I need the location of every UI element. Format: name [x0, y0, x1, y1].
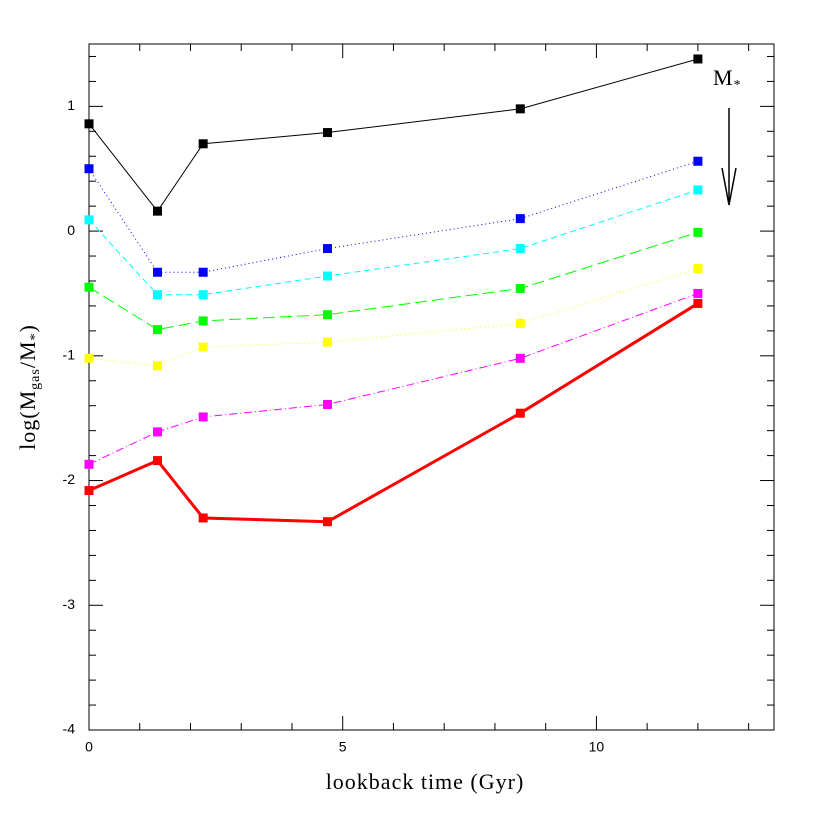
marker: [693, 298, 703, 308]
marker: [693, 288, 703, 298]
y-tick-label: -4: [63, 721, 76, 737]
x-tick-label: 0: [85, 739, 93, 755]
x-tick-label: 5: [339, 739, 347, 755]
y-tick-label: -3: [63, 596, 76, 612]
series-line: [88, 58, 699, 212]
marker: [322, 399, 332, 409]
marker: [84, 353, 94, 363]
series-line: [88, 231, 699, 331]
marker: [515, 244, 525, 254]
marker: [84, 486, 94, 496]
x-tick-label: 10: [589, 739, 605, 755]
marker: [322, 517, 332, 527]
marker: [198, 139, 208, 149]
arrow-head: [721, 167, 737, 206]
marker: [515, 283, 525, 293]
series-line: [88, 268, 699, 367]
y-tick-label: 0: [67, 222, 75, 238]
marker: [515, 104, 525, 114]
marker: [153, 267, 162, 277]
marker: [198, 412, 208, 422]
marker: [693, 185, 703, 195]
marker: [198, 316, 208, 326]
marker: [515, 318, 525, 328]
marker: [153, 361, 162, 371]
marker: [153, 206, 162, 216]
marker: [515, 408, 525, 418]
marker: [153, 325, 162, 335]
subscript: *: [734, 78, 742, 93]
marker: [693, 156, 703, 166]
marker: [84, 215, 94, 225]
marker: [198, 513, 208, 523]
plot-frame: [88, 43, 775, 731]
marker: [153, 456, 162, 466]
label-part: ): [15, 324, 40, 332]
marker: [198, 290, 208, 300]
marker: [515, 353, 525, 363]
marker: [322, 271, 332, 281]
marker: [153, 290, 162, 300]
label-part: /M: [15, 340, 40, 368]
y-tick-label: -2: [63, 471, 76, 487]
marker: [198, 267, 208, 277]
marker: [322, 310, 332, 320]
label-part: M: [713, 65, 734, 90]
marker: [322, 128, 332, 138]
marker: [515, 214, 525, 224]
marker: [322, 337, 332, 347]
marker: [322, 244, 332, 254]
marker: [84, 119, 94, 129]
y-tick-label: 1: [67, 97, 75, 113]
marker: [84, 282, 94, 292]
series-line: [88, 302, 699, 524]
label-part: log(M: [15, 390, 40, 450]
marker: [198, 342, 208, 352]
x-axis-label: lookback time (Gyr): [326, 769, 525, 794]
subscript: *: [28, 332, 43, 340]
marker: [693, 54, 703, 64]
subscript: gas: [28, 368, 43, 390]
marker: [84, 164, 94, 174]
annotation: M*: [713, 65, 742, 93]
marker: [84, 459, 94, 469]
series-line: [88, 292, 699, 465]
marker: [153, 427, 162, 437]
series-line: [88, 189, 699, 296]
y-tick-label: -1: [63, 347, 76, 363]
y-axis-label: log(Mgas/M*): [15, 324, 43, 450]
marker: [693, 227, 703, 237]
marker: [693, 264, 703, 274]
